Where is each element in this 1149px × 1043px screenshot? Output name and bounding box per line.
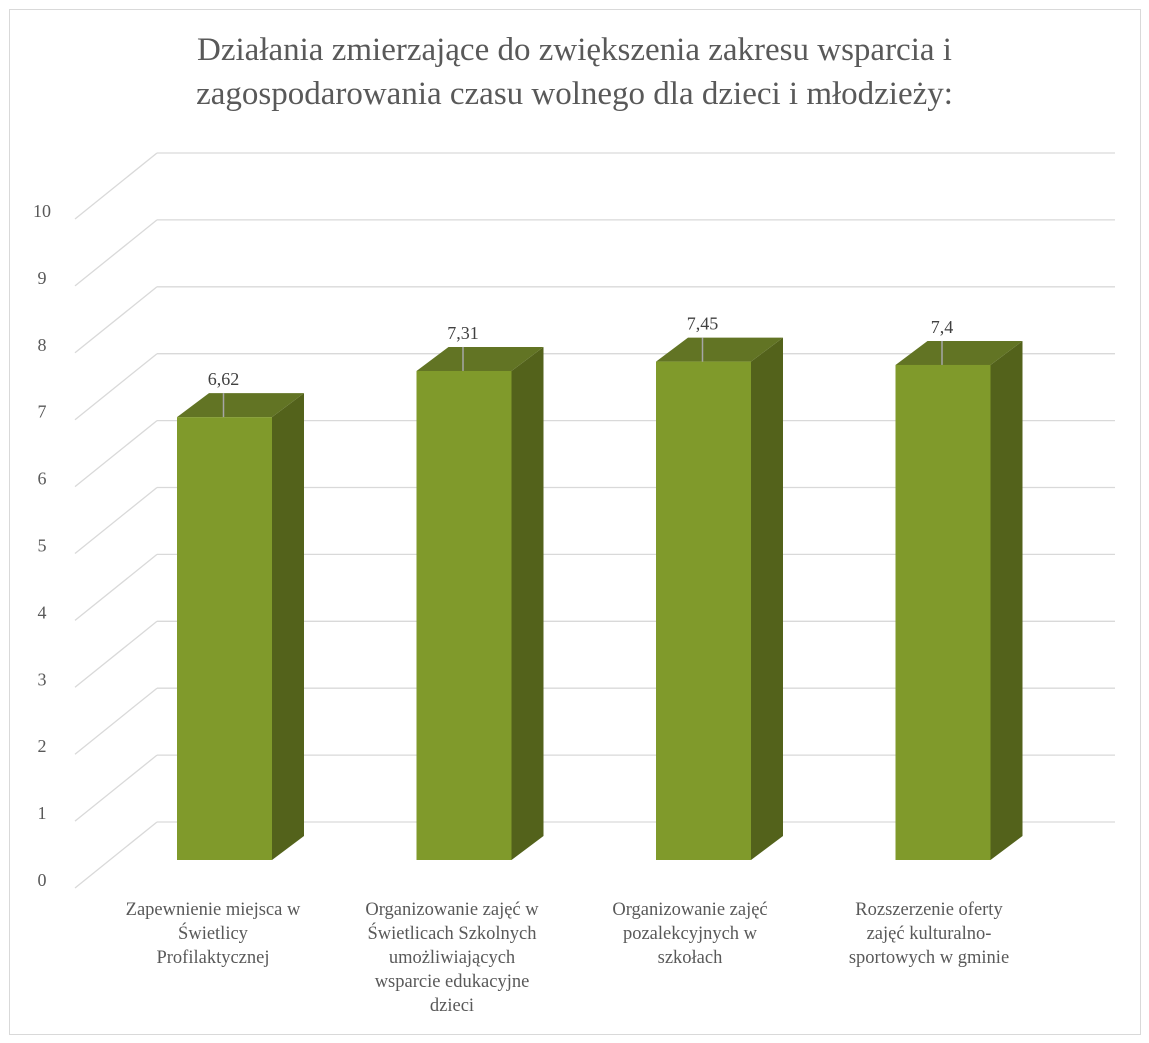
x-category-label-line: Organizowanie zajęć (612, 900, 768, 920)
x-category-label-line: Zapewnienie miejsca w (125, 900, 301, 920)
x-category-label-line: Świetlicy (178, 924, 248, 944)
bars (177, 337, 1023, 861)
y-tick-label: 3 (38, 669, 47, 689)
gridline-diag (74, 754, 158, 822)
y-tick-label: 2 (38, 736, 47, 756)
x-category-label-line: zajęć kulturalno- (866, 924, 992, 944)
gridline-diag (74, 821, 158, 889)
bar-front (416, 370, 512, 860)
chart-title-line-2: zagospodarowania czasu wolnego dla dziec… (196, 76, 953, 112)
y-tick-label: 5 (38, 536, 47, 556)
x-category-label-line: Organizowanie zajęć w (365, 900, 539, 920)
bar-top (895, 340, 1023, 365)
y-axis-ticks: 0 1 2 3 4 5 6 7 8 9 10 (33, 201, 51, 890)
gridline-diag (74, 286, 158, 354)
y-tick-label: 9 (38, 268, 47, 288)
y-tick-label: 10 (33, 201, 51, 221)
y-tick-label: 6 (38, 469, 47, 489)
bar (656, 337, 783, 861)
x-category-label-line: Świetlicach Szkolnych (367, 924, 537, 944)
bar (177, 393, 304, 860)
data-labels: 6,62 7,31 7,45 7,4 (208, 314, 954, 418)
bar-front (895, 364, 991, 860)
gridline-diag (74, 553, 158, 621)
gridline-diag (74, 219, 158, 287)
x-category-label-line: dzieci (429, 996, 475, 1016)
data-label: 7,4 (931, 317, 954, 337)
gridline-diag (74, 620, 158, 688)
gridline-diag (74, 420, 158, 488)
x-category-label-line: wsparcie edukacyjne (374, 972, 530, 992)
bar (416, 346, 544, 860)
gridline-diag (74, 152, 158, 220)
y-tick-label: 1 (38, 803, 47, 823)
x-category-label-line: pozalekcyjnych w (622, 924, 758, 944)
bar-top (656, 337, 783, 362)
data-label: 7,45 (687, 314, 719, 334)
data-label: 6,62 (208, 369, 240, 389)
bar-top (177, 393, 304, 418)
bar-side (990, 340, 1023, 860)
y-tick-label: 7 (38, 402, 47, 422)
gridline-diag (74, 353, 158, 421)
x-category-label-line: umożliwiających (388, 948, 516, 968)
bar-top (416, 346, 544, 371)
y-tick-label: 8 (38, 335, 47, 355)
bar-side (272, 393, 304, 860)
x-category-label: Zapewnienie miejsca w Świetlicy Profilakty… (103, 898, 323, 970)
x-category-label: Rozszerzenie oferty zajęć kulturalno-spor… (819, 898, 1039, 970)
x-category-label: Organizowanie zajęć w Świetlicach Szkolny… (342, 898, 562, 1018)
y-tick-label: 4 (38, 602, 47, 622)
bar-side (751, 337, 783, 861)
x-category-label-line: szkołach (657, 948, 723, 968)
chart-title-line-1: Działania zmierzające do zwiększenia zak… (197, 32, 952, 68)
bar (895, 340, 1023, 860)
x-category-label: Organizowanie zajęć pozalekcyjnych w szkoł… (580, 898, 800, 970)
bar-front (177, 417, 272, 860)
chart-title: Działania zmierzające do zwiększenia zak… (0, 28, 1149, 116)
x-category-label-line: Profilaktycznej (156, 948, 270, 968)
x-category-label-line: Rozszerzenie oferty (855, 900, 1003, 920)
gridline-diag (74, 687, 158, 755)
y-tick-label: 0 (38, 870, 47, 890)
x-category-label-line: sportowych w gminie (848, 948, 1010, 968)
data-label: 7,31 (447, 323, 479, 343)
bar-side (511, 346, 544, 860)
bar-front (656, 361, 751, 860)
gridline-diag (74, 486, 158, 555)
